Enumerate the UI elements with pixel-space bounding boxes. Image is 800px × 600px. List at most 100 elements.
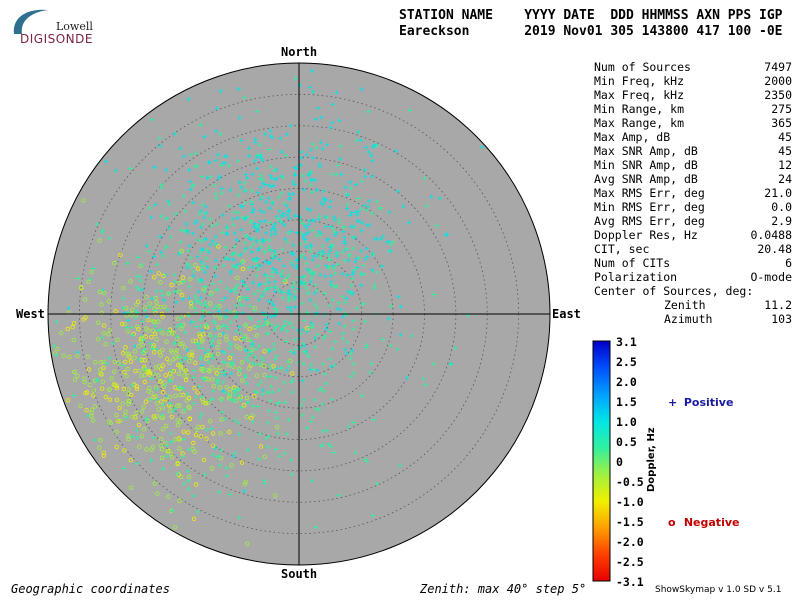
source-point <box>301 236 306 241</box>
source-point <box>71 393 76 398</box>
source-point <box>201 332 206 337</box>
source-point <box>278 136 283 141</box>
source-point <box>429 194 434 199</box>
source-point <box>136 344 141 349</box>
source-point <box>265 312 270 317</box>
source-point <box>290 263 295 268</box>
source-point <box>401 204 406 209</box>
source-point <box>304 326 310 331</box>
source-point <box>248 303 253 308</box>
stat-row: Min RMS Err, deg 0.0 <box>594 200 792 214</box>
source-point <box>171 357 176 362</box>
source-point <box>195 164 200 169</box>
source-point <box>261 181 266 186</box>
source-point <box>334 284 339 289</box>
source-point <box>355 265 360 270</box>
source-point <box>285 368 289 373</box>
source-point <box>308 249 313 254</box>
source-point <box>93 360 98 365</box>
source-point <box>290 378 295 383</box>
footer-coordinates: Geographic coordinates <box>11 582 170 596</box>
source-point <box>324 224 329 229</box>
source-point <box>202 377 207 382</box>
source-point <box>216 325 221 330</box>
source-point <box>198 123 203 127</box>
source-point <box>362 167 367 172</box>
source-point <box>350 272 355 277</box>
source-point <box>306 354 311 359</box>
source-point <box>286 230 291 235</box>
stat-label: CIT, sec <box>594 242 650 256</box>
source-point <box>393 149 398 153</box>
source-point <box>173 437 178 442</box>
source-point <box>54 353 59 358</box>
source-point <box>408 108 413 113</box>
source-point <box>136 255 140 260</box>
legend-positive: + Positive <box>668 396 733 409</box>
source-point <box>350 348 355 353</box>
source-point <box>259 194 264 199</box>
source-point <box>136 422 142 428</box>
source-point <box>255 190 260 195</box>
source-point <box>239 360 245 365</box>
source-point <box>154 337 159 342</box>
stat-label: Doppler Res, Hz <box>594 228 698 242</box>
source-point <box>265 374 270 379</box>
source-point <box>187 296 192 301</box>
source-point <box>180 275 186 280</box>
source-point <box>229 371 234 376</box>
source-point <box>174 289 179 294</box>
source-point <box>337 118 342 123</box>
source-point <box>319 252 324 256</box>
source-point <box>160 363 166 368</box>
source-point <box>182 437 187 442</box>
source-point <box>263 132 268 137</box>
source-point <box>239 252 244 257</box>
source-point <box>272 249 277 254</box>
source-point <box>224 466 229 470</box>
source-point <box>210 338 215 343</box>
source-point <box>245 233 250 238</box>
source-point <box>330 282 335 287</box>
source-point <box>240 204 245 209</box>
source-point <box>93 438 98 443</box>
source-point <box>302 223 307 228</box>
source-point <box>348 351 353 356</box>
source-point <box>183 377 189 383</box>
source-point <box>151 435 156 440</box>
source-point <box>258 444 264 449</box>
source-point <box>320 243 325 248</box>
source-point <box>223 369 228 374</box>
source-point <box>328 224 333 229</box>
source-point <box>261 392 265 396</box>
doppler-colorscale <box>592 340 611 582</box>
source-point <box>222 373 227 378</box>
source-point <box>367 198 372 203</box>
source-point <box>186 312 191 317</box>
source-point <box>178 474 184 480</box>
source-point <box>292 289 297 294</box>
source-point <box>138 263 143 269</box>
source-point <box>311 271 316 276</box>
source-point <box>281 269 285 274</box>
direction-south: South <box>281 567 318 581</box>
source-point <box>177 446 182 451</box>
colorscale-tick: -2.5 <box>616 555 644 569</box>
source-point <box>244 381 249 386</box>
source-point <box>172 131 177 136</box>
source-point <box>321 196 326 201</box>
source-point <box>241 303 246 308</box>
source-point <box>98 360 104 365</box>
source-point <box>193 306 197 310</box>
source-point <box>336 301 341 305</box>
source-point <box>198 317 203 322</box>
source-point <box>261 364 267 369</box>
source-point <box>217 385 223 390</box>
source-point <box>185 392 190 397</box>
source-point <box>234 290 239 295</box>
source-point <box>198 225 203 230</box>
source-point <box>304 152 309 157</box>
source-point <box>148 341 153 346</box>
source-point <box>175 316 181 321</box>
source-point <box>280 327 285 331</box>
